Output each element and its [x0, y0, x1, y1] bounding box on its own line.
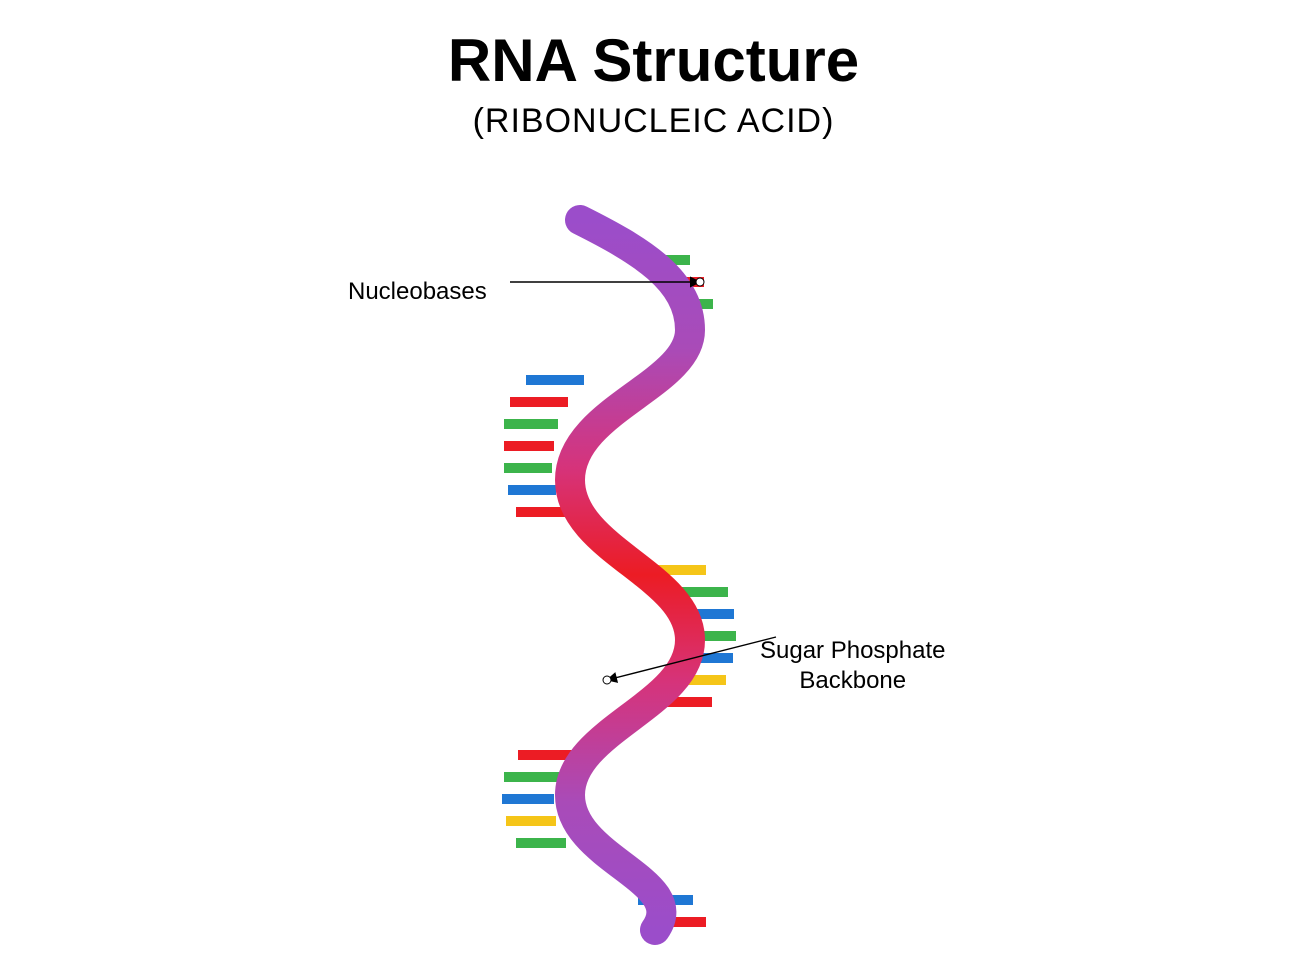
page-title: RNA Structure [0, 26, 1307, 95]
nucleobase-bar [526, 375, 584, 385]
nucleobase-bar [508, 485, 556, 495]
subtitle-text: (RIBONUCLEIC ACID) [473, 102, 835, 140]
title-text: RNA Structure [448, 27, 859, 94]
nucleobase-bar [510, 397, 568, 407]
nucleobase-bar [504, 772, 560, 782]
nucleobase-bar [516, 838, 566, 848]
nucleobase-bar [504, 441, 554, 451]
nucleobase-bar [504, 419, 558, 429]
page-subtitle: (RIBONUCLEIC ACID) [0, 102, 1307, 141]
label-nucleobases: Nucleobases [348, 278, 487, 306]
nucleobase-bar [504, 463, 552, 473]
label-backbone-line2: Backbone [799, 667, 906, 694]
callout-dot-backbone [603, 676, 611, 684]
label-backbone-line1: Sugar Phosphate [760, 637, 945, 664]
nucleobase-bar [516, 507, 566, 517]
nucleobase-bar [506, 816, 556, 826]
label-backbone: Sugar Phosphate Backbone [760, 636, 945, 696]
callout-dot-nucleobases [696, 278, 704, 286]
nucleobase-bar [502, 794, 554, 804]
rna-diagram [480, 200, 860, 940]
label-nucleobases-text: Nucleobases [348, 278, 487, 305]
